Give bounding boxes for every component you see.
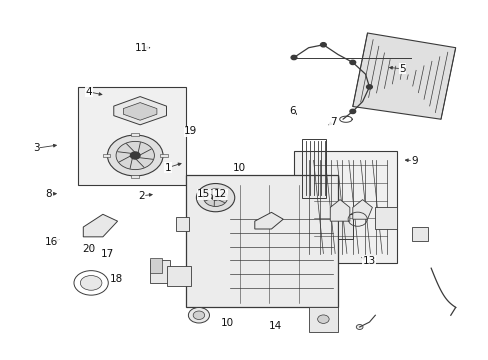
- Text: 10: 10: [221, 318, 234, 328]
- Circle shape: [317, 315, 328, 323]
- Circle shape: [116, 141, 154, 170]
- Bar: [301, 139, 325, 198]
- Text: 2: 2: [138, 191, 144, 201]
- Bar: [150, 260, 169, 283]
- Bar: [102, 154, 110, 157]
- Text: 11: 11: [135, 43, 148, 53]
- Text: 9: 9: [410, 156, 417, 166]
- Bar: [293, 150, 396, 263]
- Circle shape: [203, 189, 227, 207]
- Bar: [131, 132, 139, 136]
- Circle shape: [366, 85, 371, 89]
- Text: 15: 15: [197, 189, 210, 199]
- Bar: [411, 227, 427, 241]
- Text: 14: 14: [268, 321, 282, 332]
- Circle shape: [356, 324, 362, 329]
- Bar: [308, 307, 337, 332]
- Bar: [337, 214, 352, 239]
- Circle shape: [193, 311, 204, 319]
- Bar: [186, 175, 337, 307]
- Polygon shape: [114, 96, 166, 125]
- Text: 3: 3: [33, 143, 39, 153]
- Polygon shape: [329, 199, 349, 221]
- Text: 4: 4: [85, 87, 92, 97]
- Polygon shape: [254, 212, 283, 229]
- Bar: [160, 154, 167, 157]
- Text: 16: 16: [45, 237, 59, 247]
- Circle shape: [212, 195, 219, 200]
- Text: 19: 19: [184, 126, 197, 136]
- Circle shape: [196, 184, 234, 212]
- Circle shape: [188, 307, 209, 323]
- Circle shape: [130, 152, 140, 159]
- Ellipse shape: [80, 275, 102, 290]
- Text: 20: 20: [82, 244, 95, 254]
- Circle shape: [107, 135, 163, 176]
- Text: 12: 12: [213, 189, 227, 199]
- Bar: [166, 266, 191, 286]
- Bar: [131, 175, 139, 179]
- Bar: [375, 207, 396, 229]
- Polygon shape: [123, 103, 157, 120]
- Polygon shape: [83, 214, 117, 237]
- Circle shape: [290, 55, 296, 60]
- Text: 10: 10: [233, 163, 246, 173]
- Bar: [176, 217, 189, 231]
- Bar: [78, 87, 186, 185]
- Text: 13: 13: [362, 256, 375, 266]
- Text: 18: 18: [109, 274, 122, 284]
- Circle shape: [349, 109, 355, 113]
- Text: 7: 7: [329, 117, 336, 127]
- Text: 8: 8: [45, 189, 52, 199]
- Text: 6: 6: [288, 106, 295, 116]
- Text: 17: 17: [101, 249, 114, 259]
- Circle shape: [349, 60, 355, 64]
- Bar: [150, 258, 162, 273]
- Text: 1: 1: [164, 163, 171, 173]
- Text: 5: 5: [399, 64, 405, 74]
- Polygon shape: [352, 33, 455, 119]
- Polygon shape: [352, 199, 372, 219]
- Circle shape: [320, 42, 325, 47]
